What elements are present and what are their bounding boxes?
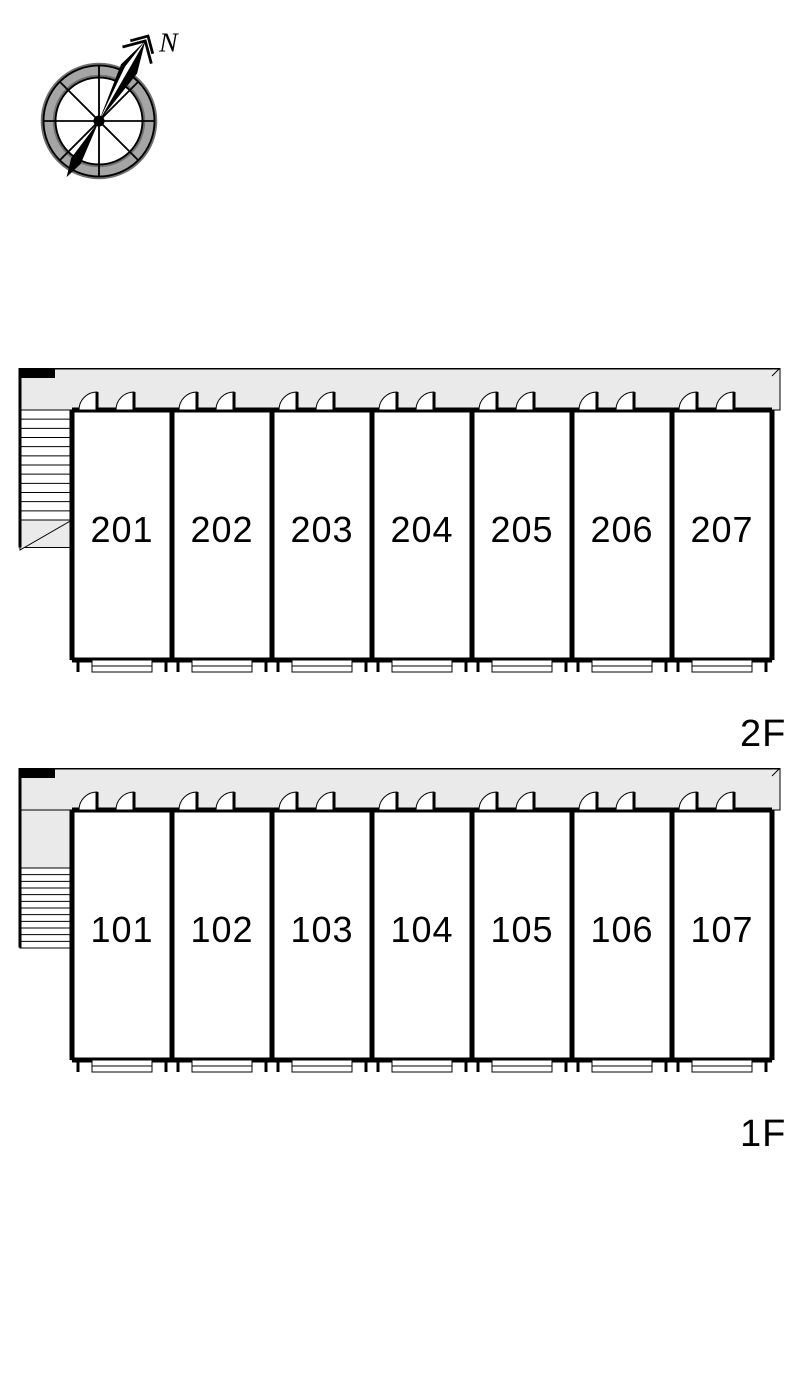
unit-203: 203 [290, 509, 353, 551]
unit-207: 207 [690, 509, 753, 551]
unit-103: 103 [290, 909, 353, 951]
unit-106: 106 [590, 909, 653, 951]
unit-205: 205 [490, 509, 553, 551]
floor-label-1f: 1F [740, 1113, 786, 1156]
unit-105: 105 [490, 909, 553, 951]
floor-2f: 2012022032042052062072F [0, 368, 800, 720]
unit-107: 107 [690, 909, 753, 951]
unit-201: 201 [90, 509, 153, 551]
unit-202: 202 [190, 509, 253, 551]
unit-102: 102 [190, 909, 253, 951]
unit-101: 101 [90, 909, 153, 951]
compass-icon: N [25, 10, 210, 195]
unit-204: 204 [390, 509, 453, 551]
compass-north-label: N [158, 28, 179, 59]
unit-206: 206 [590, 509, 653, 551]
floor-label-2f: 2F [740, 713, 786, 756]
floor-1f: 1011021031041051061071F [0, 768, 800, 1120]
unit-104: 104 [390, 909, 453, 951]
floorplan-canvas: N 201 202 203 204 205 206 207 2F 101 102 103 104 10… [0, 0, 800, 1373]
compass-svg: N [25, 10, 210, 195]
